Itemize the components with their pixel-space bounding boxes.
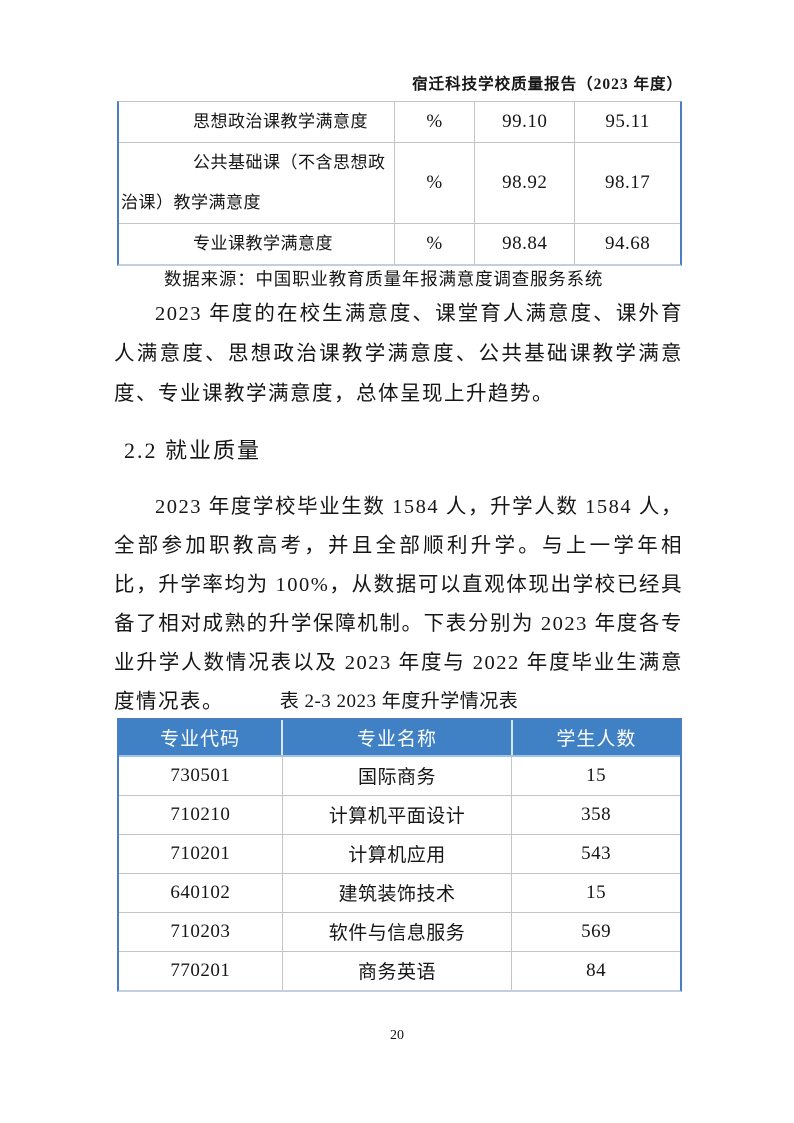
table-cell-count: 543: [511, 833, 680, 874]
enrollment-table: 专业代码 专业名称 学生人数 730501 国际商务 15 710210 计算机…: [117, 718, 682, 992]
table-row: 770201 商务英语 84: [119, 950, 680, 990]
table-row: 公共基础课（不含思想政治课）教学满意度 % 98.92 98.17: [119, 142, 680, 224]
running-head-title: 宿迁科技学校质量报告（2023 年度）: [412, 76, 683, 93]
section-heading-employment-quality: 2.2 就业质量: [124, 438, 262, 463]
paragraph-employment: 2023 年度学校毕业生数 1584 人，升学人数 1584 人，全部参加职教高…: [114, 496, 683, 713]
table-header-row: 专业代码 专业名称 学生人数: [119, 720, 680, 757]
table-cell-indicator: 公共基础课（不含思想政治课）教学满意度: [119, 142, 395, 224]
table-cell-major: 软件与信息服务: [281, 911, 513, 952]
data-source-note: 数据来源：中国职业教育质量年报满意度调查服务系统: [164, 269, 604, 289]
satisfaction-table: 思想政治课教学满意度 % 99.10 95.11 公共基础课（不含思想政治课）教…: [117, 101, 682, 266]
table-cell-code: 640102: [119, 872, 283, 913]
table-cell-count: 569: [511, 911, 680, 952]
table-cell-major: 国际商务: [281, 756, 513, 796]
table-row: 思想政治课教学满意度 % 99.10 95.11: [119, 102, 680, 143]
table-cell-code: 710203: [119, 911, 283, 952]
table-cell-major: 计算机平面设计: [281, 794, 513, 835]
table-cell-major: 商务英语: [281, 950, 513, 990]
page-number: 20: [390, 1028, 404, 1043]
table-cell-unit: %: [393, 223, 476, 264]
table-cell-code: 710201: [119, 833, 283, 874]
table-row: 专业课教学满意度 % 98.84 94.68: [119, 223, 680, 264]
column-header-major-name: 专业名称: [281, 720, 512, 757]
table-cell-count: 15: [511, 872, 680, 913]
column-header-student-count: 学生人数: [510, 720, 680, 757]
table-cell-count: 358: [511, 794, 680, 835]
paragraph-satisfaction-trend: 2023 年度的在校生满意度、课堂育人满意度、课外育人满意度、思想政治课教学满意…: [114, 303, 683, 405]
table-cell-major: 建筑装饰技术: [281, 872, 513, 913]
table-row: 710203 软件与信息服务 569: [119, 911, 680, 952]
table-cell-count: 15: [511, 756, 680, 796]
table-row: 640102 建筑装饰技术 15: [119, 872, 680, 913]
table-cell-code: 730501: [119, 756, 283, 796]
column-header-major-code: 专业代码: [119, 720, 283, 757]
table-cell-unit: %: [393, 142, 476, 224]
table-row: 710210 计算机平面设计 358: [119, 794, 680, 835]
table-cell-value: 94.68: [574, 223, 680, 264]
table-cell-indicator: 专业课教学满意度: [119, 223, 395, 264]
table-cell-value: 98.92: [474, 142, 576, 224]
table-cell-value: 95.11: [574, 102, 680, 143]
table-cell-value: 98.84: [474, 223, 576, 264]
table-cell-major: 计算机应用: [281, 833, 513, 874]
table-cell-code: 710210: [119, 794, 283, 835]
table-cell-code: 770201: [119, 950, 283, 990]
table-cell-value: 98.17: [574, 142, 680, 224]
table-caption: 表 2-3 2023 年度升学情况表: [279, 691, 519, 712]
table-cell-count: 84: [511, 950, 680, 990]
table-row: 710201 计算机应用 543: [119, 833, 680, 874]
table-cell-value: 99.10: [474, 102, 576, 143]
table-row: 730501 国际商务 15: [119, 756, 680, 796]
table-cell-indicator: 思想政治课教学满意度: [119, 102, 395, 143]
table-cell-unit: %: [393, 102, 476, 143]
